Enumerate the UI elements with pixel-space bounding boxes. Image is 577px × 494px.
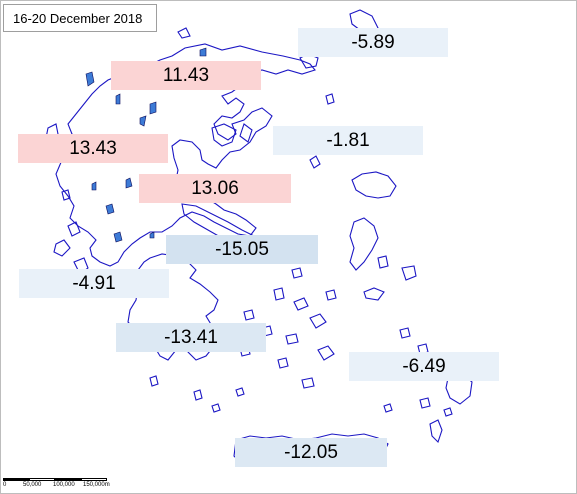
date-range-title: 16-20 December 2018	[3, 4, 157, 32]
scale-bar: 0 50,000 100,000 150,000m	[3, 474, 123, 492]
value-label-se: -6.49	[349, 352, 499, 381]
scale-tick: 50,000	[23, 482, 42, 488]
scale-tick: 150,000m	[83, 482, 110, 488]
value-label-c-aegean: -1.81	[273, 126, 423, 155]
value-label-ne: -5.89	[298, 28, 448, 57]
value-label-w: 13.43	[18, 134, 168, 163]
scale-tick: 100,000	[53, 482, 75, 488]
value-label-attica: -15.05	[166, 235, 318, 264]
value-label-crete: -12.05	[235, 438, 387, 467]
value-label-nw: 11.43	[111, 61, 261, 90]
value-label-c: 13.06	[139, 174, 291, 203]
peloponnese-coastline	[127, 253, 219, 361]
scale-tick: 0	[3, 482, 7, 488]
value-label-s: -13.41	[116, 323, 266, 352]
value-label-sw: -4.91	[19, 269, 169, 298]
lakes	[85, 47, 207, 243]
scale-bar-graphic	[3, 478, 107, 481]
